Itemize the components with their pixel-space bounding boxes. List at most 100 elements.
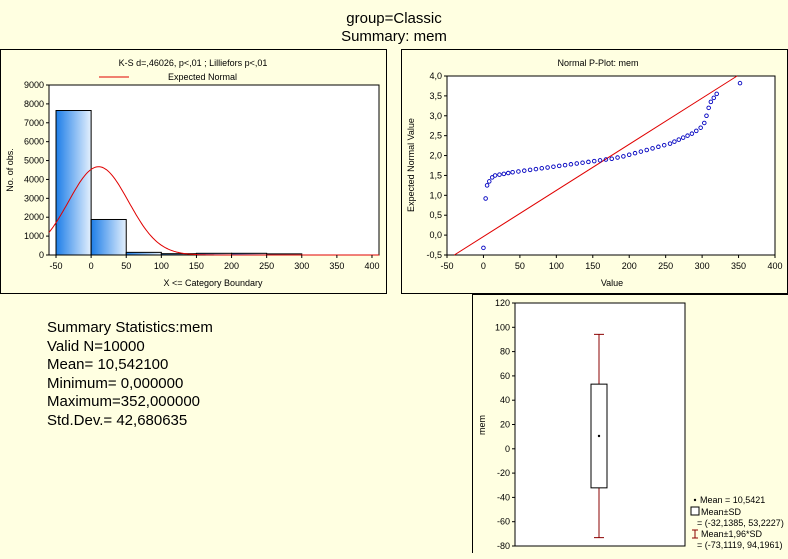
reference-line bbox=[454, 75, 738, 256]
y-tick-label: 3000 bbox=[24, 193, 44, 203]
data-point bbox=[737, 80, 743, 86]
y-tick-label: 8000 bbox=[24, 99, 44, 109]
data-point bbox=[621, 154, 626, 159]
y-tick-label: 4,0 bbox=[429, 71, 442, 81]
data-point bbox=[714, 91, 719, 97]
page-title-summary: Summary: mem bbox=[341, 28, 447, 45]
summary-valid-n: Valid N=10000 bbox=[47, 337, 145, 355]
data-point bbox=[694, 128, 699, 134]
x-tick-label: 100 bbox=[154, 261, 169, 271]
data-point bbox=[615, 155, 620, 160]
y-tick-label: 7000 bbox=[24, 118, 44, 128]
data-point bbox=[505, 170, 511, 176]
data-point bbox=[492, 173, 498, 178]
data-point bbox=[702, 120, 707, 126]
x-tick-label: 250 bbox=[259, 261, 274, 271]
data-point bbox=[661, 142, 667, 148]
histogram-bar bbox=[90, 218, 127, 256]
y-tick-label: 120 bbox=[495, 298, 510, 308]
x-tick-label: 150 bbox=[585, 261, 600, 271]
data-point bbox=[484, 183, 490, 188]
x-tick-label: 0 bbox=[89, 261, 94, 271]
x-tick-label: 250 bbox=[658, 261, 673, 271]
y-tick-label: 0,5 bbox=[429, 210, 442, 220]
x-tick-label: 50 bbox=[515, 261, 525, 271]
legend-expected-normal-label: Expected Normal bbox=[168, 72, 237, 82]
x-tick-label: 300 bbox=[695, 261, 710, 271]
y-tick-label: 40 bbox=[500, 395, 510, 405]
x-tick-label: 350 bbox=[731, 261, 746, 271]
y-axis-label: Expected Normal Value bbox=[406, 118, 416, 212]
legend-whisker-symbol bbox=[692, 529, 698, 539]
boxplot-panel: -80 -60 -40 -20 0 20 40 60 80 100 120 mem Mean = 10,… bbox=[472, 294, 788, 553]
y-tick-label: 2,0 bbox=[429, 151, 442, 161]
pplot-title: Normal P-Plot: mem bbox=[557, 58, 638, 68]
data-point bbox=[644, 147, 649, 153]
histogram-bar bbox=[55, 110, 92, 256]
y-tick-label: 1000 bbox=[24, 231, 44, 241]
data-point bbox=[568, 162, 574, 167]
data-point bbox=[501, 171, 507, 177]
y-tick-label: 5000 bbox=[24, 156, 44, 166]
x-tick-label: -50 bbox=[440, 261, 453, 271]
data-point bbox=[487, 179, 492, 184]
data-point bbox=[650, 146, 655, 151]
summary-std-dev: Std.Dev.= 42,680635 bbox=[47, 411, 188, 429]
x-tick-label: 200 bbox=[224, 261, 239, 271]
data-point bbox=[706, 105, 711, 111]
data-point bbox=[638, 149, 644, 154]
x-tick-label: 150 bbox=[189, 261, 204, 271]
summary-mean: Mean= 10,542100 bbox=[47, 356, 169, 373]
legend-mean-symbol bbox=[693, 498, 697, 502]
data-point bbox=[497, 172, 502, 177]
data-point bbox=[609, 156, 614, 161]
y-tick-label: 2000 bbox=[24, 212, 44, 222]
boxplot-chart: -80 -60 -40 -20 0 20 40 60 80 100 120 mem Mean = 10,… bbox=[477, 298, 784, 551]
data-point bbox=[685, 133, 690, 138]
data-point bbox=[562, 162, 568, 168]
y-tick-label: 1,0 bbox=[429, 190, 442, 200]
x-tick-label: -50 bbox=[50, 261, 63, 271]
histogram-chart: K-S d=,46026, p<,01 ; Lilliefors p<,01 Ex… bbox=[5, 58, 380, 288]
histogram-title: K-S d=,46026, p<,01 ; Lilliefors p<,01 bbox=[119, 58, 268, 68]
data-point bbox=[580, 160, 585, 165]
data-point bbox=[672, 139, 677, 144]
data-point bbox=[510, 170, 515, 175]
legend-whisker-range: = (-73,1119, 94,1961) bbox=[697, 540, 782, 550]
y-tick-label: 0 bbox=[505, 444, 510, 454]
x-tick-label: 50 bbox=[121, 261, 131, 271]
data-point bbox=[556, 163, 562, 169]
y-axis-label: mem bbox=[477, 415, 487, 435]
x-tick-label: 400 bbox=[767, 261, 782, 271]
legend-box-label: Mean±SD bbox=[701, 507, 741, 517]
y-tick-label: 2,5 bbox=[429, 131, 442, 141]
y-tick-label: -20 bbox=[497, 468, 510, 478]
y-axis-label: No. of obs. bbox=[5, 148, 15, 192]
data-point bbox=[667, 141, 673, 146]
mean-point bbox=[597, 434, 601, 438]
legend-box-symbol bbox=[690, 506, 700, 516]
y-tick-label: 1,5 bbox=[429, 170, 442, 180]
data-point bbox=[481, 245, 486, 251]
legend-box-range: = (-32,1385, 53,2227) bbox=[697, 518, 784, 528]
legend-whisker-label: Mean±1,96*SD bbox=[701, 529, 762, 539]
histogram-bar bbox=[125, 251, 162, 256]
y-tick-label: 80 bbox=[500, 347, 510, 357]
data-point bbox=[656, 144, 661, 150]
data-point bbox=[711, 95, 717, 101]
data-point bbox=[708, 99, 714, 105]
y-tick-label: -80 bbox=[497, 541, 510, 551]
data-point bbox=[689, 131, 695, 136]
y-tick-label: 0 bbox=[39, 250, 44, 260]
data-point bbox=[676, 137, 682, 142]
data-point bbox=[698, 125, 703, 130]
pplot-panel: Normal P-Plot: mem -50 0 50 100 150 200 250 300 3… bbox=[401, 49, 788, 294]
x-tick-label: 350 bbox=[329, 261, 344, 271]
y-tick-label: 6000 bbox=[24, 137, 44, 147]
y-tick-label: 9000 bbox=[24, 80, 44, 90]
data-point bbox=[533, 166, 539, 172]
y-tick-label: 0,0 bbox=[429, 230, 442, 240]
normal-pplot-chart: Normal P-Plot: mem -50 0 50 100 150 200 250 300 3… bbox=[406, 58, 783, 288]
data-point bbox=[522, 168, 527, 173]
histogram-panel: K-S d=,46026, p<,01 ; Lilliefors p<,01 Ex… bbox=[0, 49, 387, 294]
